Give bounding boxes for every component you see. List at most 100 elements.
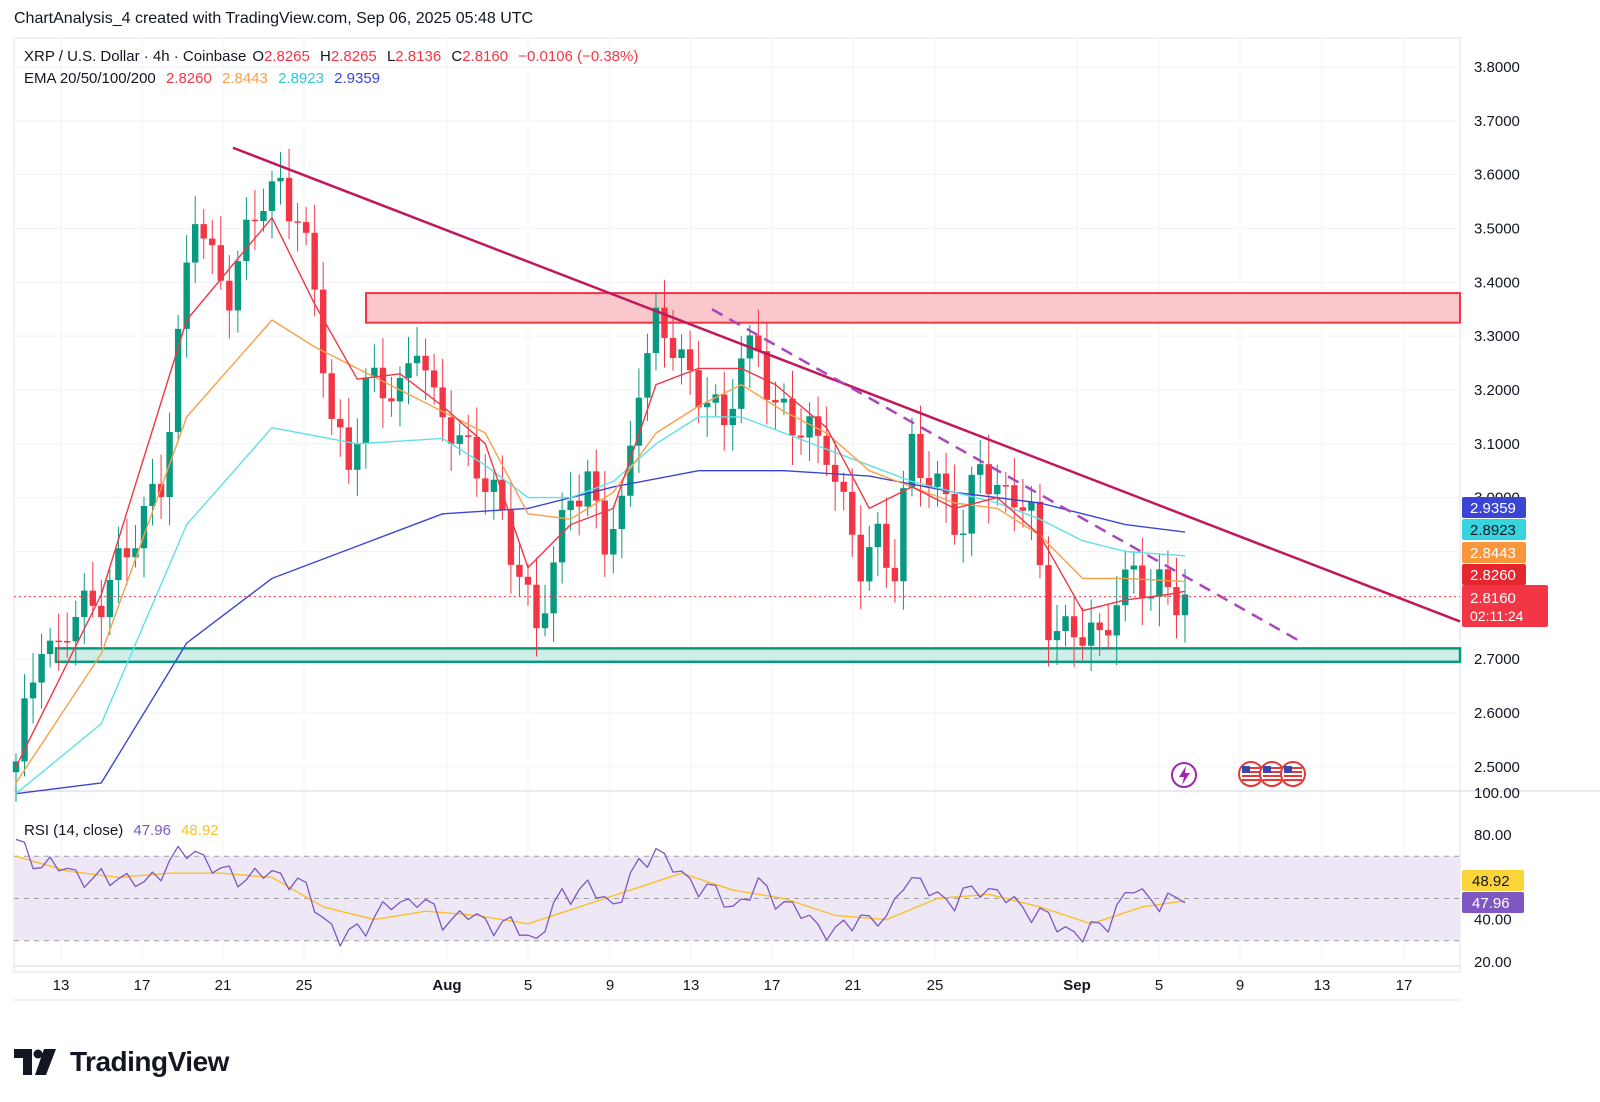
candle-body <box>1113 605 1120 636</box>
candle-body <box>908 433 916 489</box>
candle <box>900 470 907 610</box>
rsi-legend: RSI (14, close) 47.96 48.92 <box>24 822 219 839</box>
candle-body <box>849 491 856 535</box>
candle <box>652 293 660 371</box>
rsi-value-tag-box <box>1462 892 1524 913</box>
candle-body <box>934 473 941 487</box>
candle-body <box>209 238 216 246</box>
candle-body <box>763 351 771 400</box>
candle-body <box>234 261 242 311</box>
candle-body <box>610 529 617 555</box>
candle-body <box>132 548 139 558</box>
candle-body <box>1122 569 1129 606</box>
candle-body <box>942 473 950 495</box>
candle-body <box>541 613 549 629</box>
price-axis-label: 3.4000 <box>1474 274 1520 291</box>
flag-stripe <box>1242 771 1260 773</box>
candle-body <box>1070 616 1078 638</box>
candle-body <box>157 483 165 498</box>
candle-body <box>354 443 361 470</box>
time-axis-label: 17 <box>134 977 151 994</box>
candle-body <box>874 523 882 548</box>
candle-body <box>294 221 301 223</box>
candle-body <box>840 481 847 492</box>
candle-body <box>507 510 515 565</box>
candle <box>627 420 634 507</box>
candle <box>584 459 591 517</box>
candle <box>550 546 557 642</box>
candle <box>55 613 62 671</box>
ema100-line <box>15 416 1186 795</box>
candle-body <box>618 495 626 530</box>
candle <box>379 338 387 428</box>
candle-body <box>1156 569 1163 597</box>
last-price-box <box>1462 585 1548 627</box>
candle <box>661 280 668 368</box>
candle-body <box>669 337 677 359</box>
candle <box>533 557 540 657</box>
flag-stripe <box>1284 771 1302 773</box>
time-axis-label: 5 <box>524 977 532 994</box>
open-value: 2.8265 <box>263 48 310 65</box>
price-tag-box <box>1462 519 1526 540</box>
candle-body <box>447 417 455 444</box>
flag-stripe <box>1242 775 1260 777</box>
candle <box>1173 557 1180 639</box>
candle <box>959 509 967 563</box>
candle-body <box>772 399 779 403</box>
rsi-axis-label: 100.00 <box>1474 785 1520 802</box>
ema20-value: 2.8260 <box>165 70 212 87</box>
candle <box>98 579 105 647</box>
candle-body <box>123 548 131 558</box>
flag-canton <box>1242 766 1250 773</box>
candle-body <box>63 640 71 643</box>
time-axis-label: 25 <box>296 977 313 994</box>
time-axis-label: 17 <box>764 977 781 994</box>
candle <box>516 544 523 597</box>
candle-body <box>251 219 259 222</box>
candle-body <box>755 335 762 352</box>
candle-body <box>115 548 122 580</box>
time-axis-label: Aug <box>432 977 461 994</box>
candle <box>268 170 276 239</box>
candle <box>200 208 207 259</box>
tradingview-logo[interactable]: TradingView <box>14 1046 229 1078</box>
candle <box>46 627 54 668</box>
candle-body <box>482 478 489 492</box>
flag-stripe <box>1284 775 1302 777</box>
candle-body <box>627 445 634 496</box>
flag-canton <box>1284 766 1292 773</box>
plot-frame <box>13 37 1461 973</box>
candle <box>874 511 882 576</box>
time-axis-label: 13 <box>1314 977 1331 994</box>
time-axis-label: 21 <box>215 977 232 994</box>
price-axis-label: 3.1000 <box>1474 436 1520 453</box>
symbol-legend: XRP / U.S. Dollar · 4h · Coinbase O2.8265… <box>24 48 644 65</box>
candle-body <box>977 464 984 475</box>
candle-body <box>268 181 276 211</box>
time-axis-label: 13 <box>53 977 70 994</box>
candle-body <box>661 307 668 338</box>
candle <box>1028 485 1035 541</box>
candle <box>149 458 156 526</box>
candle-body <box>1105 630 1112 636</box>
flag-stripe <box>1242 779 1260 781</box>
candle <box>1087 599 1095 672</box>
candle-body <box>337 418 344 428</box>
rsi-axis-label: 40.00 <box>1474 912 1512 929</box>
candle-body <box>200 224 207 239</box>
candle <box>1096 612 1103 656</box>
candle <box>183 235 190 358</box>
price-axis-label: 3.8000 <box>1474 59 1520 76</box>
candle-body <box>1181 594 1189 616</box>
candle <box>319 262 327 398</box>
candle-body <box>1164 569 1172 588</box>
price-tag-box <box>1462 564 1526 585</box>
candle-body <box>567 500 574 511</box>
candle-body <box>1079 637 1086 646</box>
rsi-value: 47.96 <box>133 822 171 839</box>
rsi-axis-label: 80.00 <box>1474 827 1512 844</box>
candle-body <box>191 224 199 263</box>
candle-body <box>721 394 728 426</box>
